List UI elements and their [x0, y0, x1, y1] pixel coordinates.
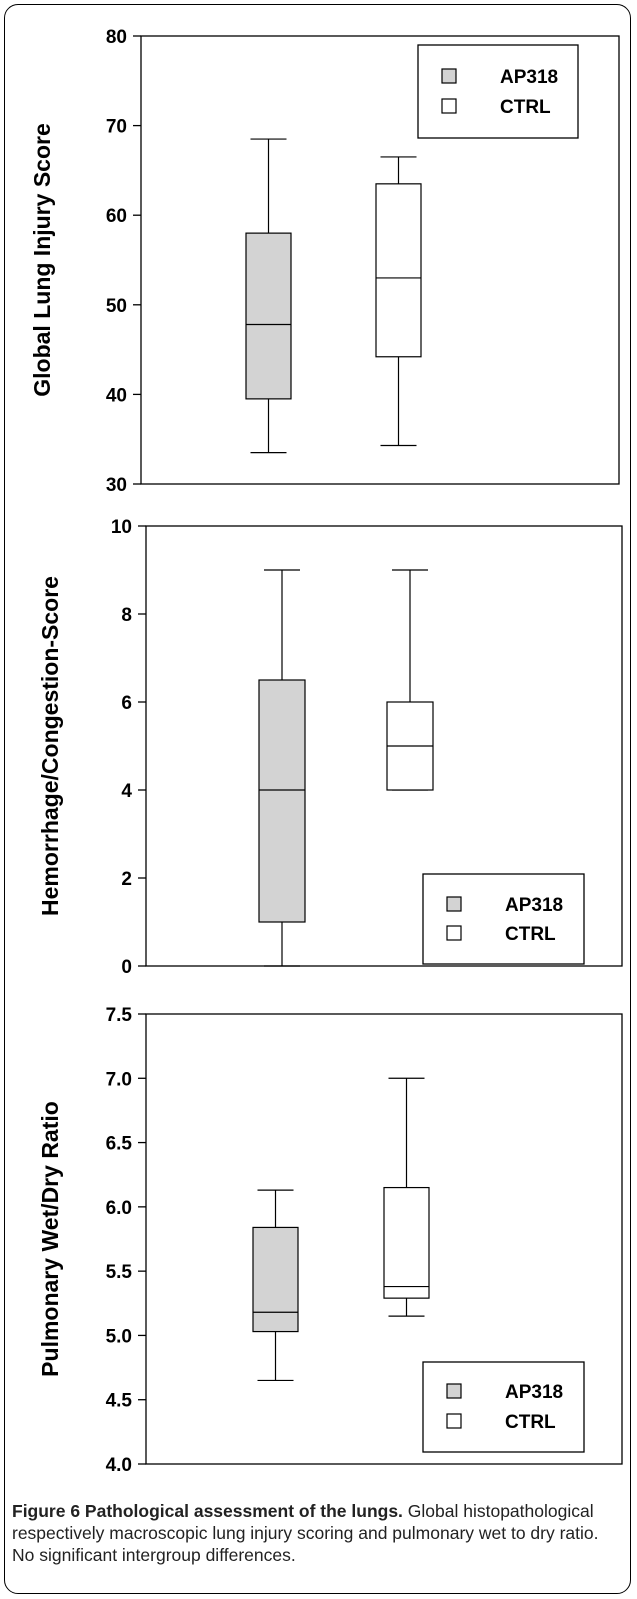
y-tick-label: 5.0 [106, 1326, 132, 1347]
y-tick-label: 0 [121, 957, 132, 978]
y-tick-label: 4.0 [106, 1455, 132, 1476]
box-ctrl [383, 1077, 430, 1317]
caption-title: Figure 6 Pathological assessment of the … [12, 1501, 403, 1521]
y-tick-label: 7.0 [106, 1069, 132, 1090]
y-tick-label: 6 [121, 693, 132, 714]
figure-frame [4, 4, 631, 1594]
y-tick-label: 6.5 [106, 1134, 133, 1155]
y-tick-label: 10 [111, 517, 132, 538]
box-ap318 [245, 138, 292, 454]
legend: AP318 CTRL [422, 873, 585, 965]
iqr-box [245, 232, 292, 400]
y-tick-label: 6.0 [106, 1198, 132, 1219]
y-axis-title: Hemorrhage/Congestion-Score [37, 576, 63, 916]
legend-label: CTRL [505, 924, 556, 945]
chart-panel-3: 4.0 4.5 5.0 5.5 6.0 6.5 7.0 7.5 Pulmonary Wet/Dr… [37, 1005, 623, 1476]
box-ctrl [386, 569, 434, 791]
y-tick-label: 60 [106, 206, 127, 227]
legend-label: CTRL [505, 1412, 556, 1433]
iqr-box [383, 1186, 430, 1299]
y-tick-label: 5.5 [106, 1262, 133, 1283]
legend-box [422, 873, 585, 965]
y-tick-label: 4 [121, 781, 132, 802]
legend-swatch [446, 1383, 462, 1399]
box-ctrl [375, 156, 422, 447]
legend-label: AP318 [505, 895, 563, 916]
figure-caption: Figure 6 Pathological assessment of the … [12, 1500, 624, 1566]
y-tick-label: 4.5 [106, 1391, 133, 1412]
legend-swatch [446, 896, 462, 912]
caption-text: Global histopathological respectively ma… [12, 1501, 599, 1565]
legend: AP318 CTRL [422, 1361, 585, 1453]
chart-panel-2: 0 2 4 6 8 10 Hemorrhage/Congestion-Score AP318 C… [37, 517, 623, 978]
box-ap318 [258, 569, 306, 967]
plot-frame [145, 1013, 623, 1465]
y-tick-label: 80 [106, 27, 127, 48]
chart-panel-1: 30 40 50 60 70 80 Global Lung Injury Score AP31… [29, 27, 620, 496]
iqr-box [375, 183, 422, 358]
y-tick-label: 30 [106, 475, 127, 496]
y-tick-label: 50 [106, 296, 127, 317]
y-tick-label: 70 [106, 117, 127, 138]
legend: AP318 CTRL [417, 44, 579, 139]
legend-label: CTRL [500, 97, 551, 118]
legend-box [417, 44, 579, 139]
box-ap318 [252, 1189, 299, 1382]
y-tick-label: 2 [121, 869, 132, 890]
iqr-box [258, 679, 306, 923]
legend-swatch [441, 98, 457, 114]
y-axis-title: Pulmonary Wet/Dry Ratio [37, 1101, 63, 1377]
legend-box [422, 1361, 585, 1453]
legend-label: AP318 [500, 67, 558, 88]
plot-frame [140, 35, 620, 485]
legend-swatch [446, 925, 462, 941]
y-tick-label: 8 [121, 605, 132, 626]
y-tick-label: 40 [106, 385, 127, 406]
legend-label: AP318 [505, 1382, 563, 1403]
legend-swatch [446, 1413, 462, 1429]
legend-swatch [441, 68, 457, 84]
plot-frame [145, 525, 623, 967]
y-tick-label: 7.5 [106, 1005, 133, 1026]
iqr-box [252, 1226, 299, 1333]
y-axis-title: Global Lung Injury Score [29, 123, 55, 396]
